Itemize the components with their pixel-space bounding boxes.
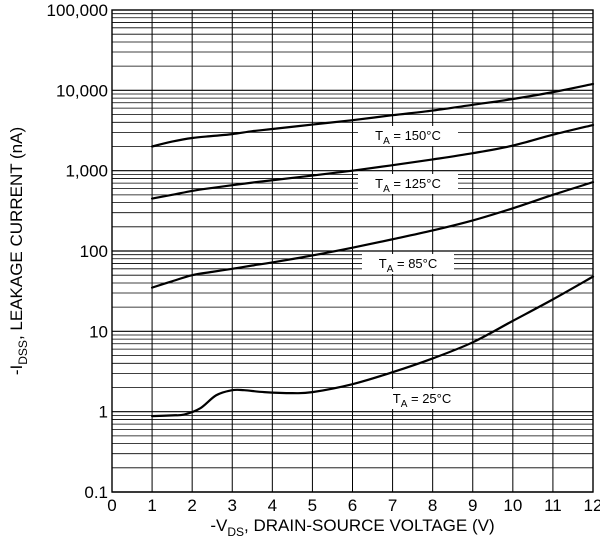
y-tick-label: 100 [80, 242, 108, 261]
curve-label-text: TA = 25°C [393, 391, 452, 410]
y-axis-title-sub: DSS [16, 340, 30, 365]
curve-labels: TA = 150°C TA = 125°C TA = 85°C TA = 25°C [358, 126, 468, 410]
x-axis-title-suffix: , DRAIN-SOURCE VOLTAGE (V) [244, 516, 495, 535]
y-tick-label: 10 [89, 322, 108, 341]
y-tick-label: 100,000 [47, 1, 108, 20]
y-tick-label: 10,000 [56, 81, 108, 100]
x-tick-label: 9 [468, 496, 477, 515]
y-axis-title-suffix: , LEAKAGE CURRENT (nA) [7, 127, 26, 340]
x-tick-label: 4 [268, 496, 277, 515]
x-tick-label: 0 [107, 496, 116, 515]
curve-label-3: TA = 25°C [376, 389, 468, 410]
grid-lines [111, 10, 594, 493]
x-tick-label: 7 [388, 496, 397, 515]
y-tick-label: 0.1 [84, 483, 108, 502]
x-tick-label: 12 [584, 496, 600, 515]
curve-label-text: TA = 85°C [379, 256, 438, 275]
x-tick-label: 3 [228, 496, 237, 515]
series-line-0 [150, 82, 595, 148]
curve-label-background [362, 254, 454, 274]
curve-label-0: TA = 150°C [358, 126, 458, 147]
y-tick-label: 1 [99, 403, 108, 422]
x-axis-title: -VDS, DRAIN-SOURCE VOLTAGE (V) [210, 516, 494, 539]
x-tick-label: 2 [187, 496, 196, 515]
series-line-1 [150, 123, 595, 200]
curve-label-text: TA = 125°C [375, 176, 441, 195]
curve-label-background [376, 389, 468, 409]
x-tick-label: 10 [503, 496, 522, 515]
curve-label-background [358, 174, 458, 194]
x-tick-label: 5 [308, 496, 317, 515]
curves [150, 82, 595, 418]
x-tick-label: 6 [348, 496, 357, 515]
curve-label-1: TA = 125°C [358, 174, 458, 195]
y-axis-title-prefix: -I [7, 365, 26, 375]
x-axis-title-sub: DS [227, 525, 244, 539]
x-axis-title-prefix: -V [210, 516, 228, 535]
curve-label-2: TA = 85°C [362, 254, 454, 275]
tick-labels: 0 1 2 3 4 5 6 7 8 9 10 11 120.11101001,00010,000100,… [47, 1, 600, 515]
x-tick-label: 11 [544, 496, 562, 515]
curve-label-background [358, 126, 458, 146]
y-tick-label: 1,000 [65, 162, 108, 181]
x-tick-label: 8 [428, 496, 437, 515]
series-line-2 [150, 181, 595, 289]
series-line-3 [150, 275, 595, 418]
curve-label-text: TA = 150°C [375, 128, 441, 147]
y-axis-title: -IDSS, LEAKAGE CURRENT (nA) [7, 127, 30, 375]
plot-frame [111, 9, 594, 493]
x-tick-label: 1 [147, 496, 156, 515]
